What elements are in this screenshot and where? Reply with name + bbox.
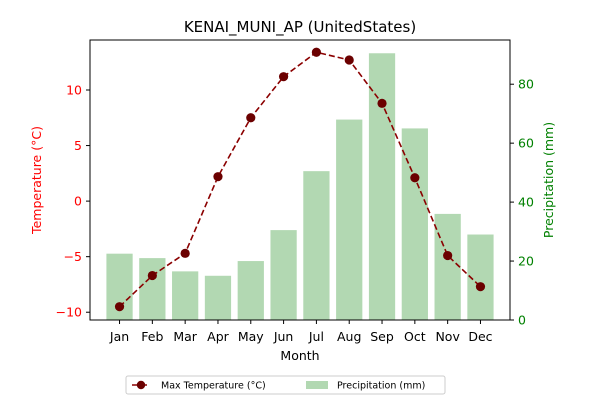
y-left-tick-label: 5 — [74, 138, 82, 153]
precipitation-bar-oct — [401, 128, 428, 320]
temperature-point-aug — [344, 55, 354, 65]
y-left-tick-label: −5 — [64, 249, 82, 264]
y-left-tick-label: 0 — [74, 194, 82, 209]
y-right-tick-label: 80 — [518, 77, 534, 92]
x-axis-label: Month — [280, 348, 319, 363]
legend-label-temperature: Max Temperature (°C) — [161, 381, 266, 392]
y-left-tick-label: 10 — [66, 83, 82, 98]
temperature-point-apr — [213, 172, 223, 182]
temperature-point-mar — [180, 248, 190, 258]
precipitation-bars — [106, 53, 494, 321]
y-right-tick-label: 20 — [518, 254, 534, 269]
temperature-point-jan — [114, 302, 125, 312]
x-tick-label-dec: Dec — [468, 329, 492, 344]
x-tick-label-mar: Mar — [173, 329, 197, 344]
precipitation-bar-aug — [336, 119, 363, 320]
temperature-point-oct — [410, 173, 420, 183]
legend-bar-swatch — [306, 381, 328, 389]
x-tick-label-may: May — [238, 329, 264, 344]
precipitation-bar-jun — [270, 230, 297, 320]
legend-box — [125, 375, 446, 395]
x-tick-label-nov: Nov — [435, 329, 460, 344]
precipitation-bar-jul — [303, 171, 330, 320]
chart-title: KENAI_MUNI_AP (UnitedStates) — [184, 18, 416, 37]
x-tick-label-jul: Jul — [308, 329, 324, 344]
y-right-tick-label: 0 — [518, 313, 526, 328]
legend-label-precipitation: Precipitation (mm) — [337, 381, 425, 392]
legend-marker-swatch — [136, 380, 146, 390]
y-right-tick-label: 60 — [518, 136, 534, 151]
precipitation-bar-mar — [172, 271, 199, 320]
x-tick-label-apr: Apr — [207, 329, 229, 344]
y-right-axis-label: Precipitation (mm) — [541, 122, 556, 238]
precipitation-bar-sep — [368, 53, 396, 321]
plot-frame — [89, 39, 511, 321]
y-right-tick-label: 40 — [518, 195, 534, 210]
precipitation-bar-apr — [204, 275, 232, 320]
precipitation-bar-nov — [434, 213, 461, 320]
precipitation-bar-dec — [467, 234, 494, 320]
x-tick-label-oct: Oct — [404, 329, 426, 344]
x-tick-label-aug: Aug — [337, 329, 361, 344]
temperature-point-feb — [147, 270, 157, 281]
temperature-point-jul — [311, 47, 322, 57]
temperature-point-dec — [475, 282, 486, 292]
precipitation-bar-feb — [139, 258, 166, 320]
x-tick-label-sep: Sep — [370, 329, 394, 344]
legend: Max Temperature (°C) Precipitation (mm) — [125, 375, 446, 395]
axes: Jan Feb Mar Apr May Jun Jul Aug Sep Oct Nov Dec −10 −… — [56, 39, 534, 344]
x-tick-label-jan: Jan — [109, 329, 129, 344]
temperature-point-nov — [443, 250, 453, 261]
x-tick-label-jun: Jun — [273, 329, 294, 344]
temperature-point-sep — [377, 98, 387, 108]
y-left-tick-label: −10 — [56, 305, 82, 320]
y-left-axis-label: Temperature (°C) — [29, 126, 44, 235]
x-tick-label-feb: Feb — [141, 329, 163, 344]
temperature-point-may — [246, 113, 256, 123]
temperature-line-path — [118, 51, 482, 308]
precipitation-bar-may — [237, 261, 264, 320]
temperature-line — [114, 47, 486, 312]
temperature-point-jun — [278, 72, 289, 82]
